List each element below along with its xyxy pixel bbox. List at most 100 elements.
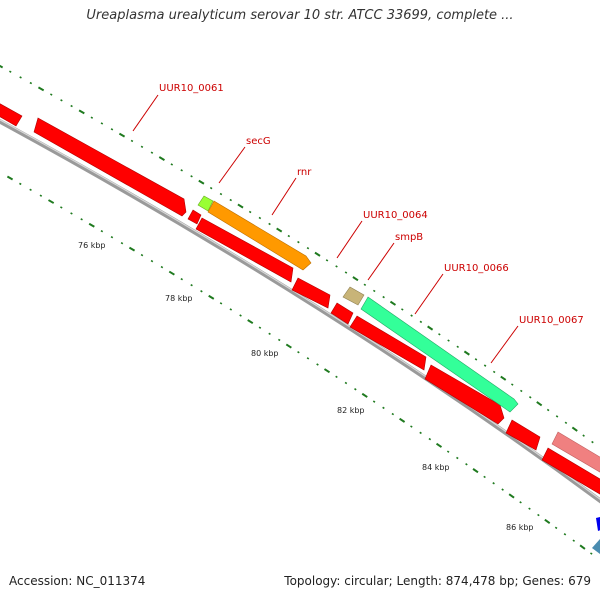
- tick-mark: [555, 415, 559, 418]
- tick-mark: [447, 339, 450, 342]
- tick-mark: [510, 383, 514, 386]
- tick-mark: [70, 212, 73, 215]
- tick-mark: [9, 70, 12, 73]
- tick-mark: [150, 151, 154, 154]
- gene-label[interactable]: UUR10_0066: [444, 263, 509, 274]
- tick-mark: [399, 417, 406, 423]
- sequence-backbone: [0, 118, 600, 504]
- tick-mark: [465, 463, 468, 466]
- tick-mark: [352, 276, 359, 282]
- tick-mark: [564, 421, 568, 425]
- lower-strand-genes: [0, 101, 600, 500]
- tick-mark: [544, 518, 551, 525]
- tick-mark: [323, 368, 331, 374]
- tick-mark: [47, 199, 55, 204]
- tick-mark: [239, 314, 242, 317]
- tick-mark: [37, 86, 45, 92]
- inner-tick-marks: [6, 175, 593, 555]
- tick-mark: [180, 277, 183, 281]
- tick-mark: [110, 235, 114, 239]
- gene-arrow-smpB[interactable]: [342, 286, 365, 306]
- tick-mark: [344, 381, 348, 385]
- tick-mark: [314, 251, 321, 257]
- gene-arrow[interactable]: [424, 364, 505, 425]
- scale-label: 80 kbp: [251, 349, 279, 358]
- tick-mark: [78, 109, 85, 115]
- upper-strand-genes: [197, 195, 600, 478]
- tick-mark: [248, 210, 252, 214]
- teal-feature[interactable]: [592, 539, 600, 554]
- tick-mark: [200, 290, 203, 293]
- genome-summary-text: Topology: circular; Length: 874,478 bp; …: [284, 574, 591, 588]
- tick-mark: [401, 308, 404, 311]
- gene-arrow-secG[interactable]: [197, 195, 214, 212]
- tick-mark: [120, 241, 124, 245]
- gene-label[interactable]: smpB: [395, 232, 423, 243]
- gene-arrow[interactable]: [187, 209, 202, 225]
- gene-label[interactable]: rnr: [297, 167, 312, 178]
- tick-mark: [297, 350, 300, 354]
- tick-mark: [410, 425, 413, 428]
- tick-mark: [237, 203, 244, 209]
- tick-mark: [268, 222, 271, 226]
- blue-feature[interactable]: [596, 516, 600, 531]
- gene-label[interactable]: UUR10_0064: [363, 210, 428, 221]
- tick-mark: [19, 76, 22, 79]
- tick-mark: [554, 526, 558, 530]
- tick-mark: [363, 283, 367, 287]
- tick-mark: [100, 122, 104, 125]
- gene-label[interactable]: secG: [246, 136, 271, 147]
- tick-mark: [285, 343, 292, 349]
- label-leaders: [132, 94, 519, 364]
- tick-mark: [382, 406, 385, 410]
- gene-arrow-UUR10_0067[interactable]: [551, 431, 600, 478]
- tick-mark: [492, 370, 496, 374]
- map-title: Ureaplasma urealyticum serovar 10 str. A…: [86, 8, 514, 23]
- tick-mark: [519, 501, 522, 504]
- gene-arrow[interactable]: [349, 315, 427, 371]
- tick-mark: [229, 198, 233, 202]
- tick-mark: [382, 295, 385, 299]
- tick-mark: [591, 440, 594, 444]
- gene-label[interactable]: UUR10_0061: [159, 83, 224, 94]
- tick-mark: [158, 156, 165, 161]
- gene-arrow[interactable]: [505, 419, 541, 451]
- tick-mark: [456, 456, 459, 460]
- tick-mark: [118, 132, 126, 138]
- gene-arrow-UUR10_0066[interactable]: [360, 296, 519, 413]
- gene-labels: UUR10_0061 secG rnr UUR10_0064 smpB UUR1…: [159, 83, 584, 326]
- tick-mark: [90, 116, 94, 119]
- tick-mark: [361, 392, 368, 398]
- tick-mark: [0, 64, 4, 69]
- gene-arrow[interactable]: [541, 447, 600, 500]
- tick-mark: [389, 300, 397, 306]
- gene-arrow-rnr[interactable]: [207, 200, 312, 271]
- tick-mark: [492, 482, 495, 485]
- tick-mark: [537, 513, 540, 517]
- tick-mark: [247, 319, 254, 325]
- tick-mark: [229, 308, 233, 311]
- tick-mark: [419, 431, 422, 435]
- tick-mark: [29, 81, 33, 85]
- tick-mark: [170, 163, 174, 166]
- tick-mark: [168, 270, 175, 276]
- tick-mark: [219, 192, 223, 196]
- gene-arrow[interactable]: [0, 101, 23, 127]
- tick-mark: [446, 450, 450, 453]
- tick-mark: [501, 488, 504, 491]
- gene-arrow[interactable]: [195, 217, 294, 283]
- tick-mark: [110, 128, 114, 131]
- gene-arrow[interactable]: [330, 302, 354, 325]
- tick-mark: [297, 240, 300, 244]
- tick-mark: [508, 493, 515, 499]
- tick-mark: [428, 437, 432, 441]
- scale-label: 76 kbp: [78, 241, 106, 250]
- tick-mark: [19, 182, 22, 186]
- tick-mark: [60, 206, 63, 209]
- gene-label[interactable]: UUR10_0067: [519, 315, 584, 326]
- gene-arrow[interactable]: [33, 117, 187, 217]
- gene-arrow[interactable]: [291, 277, 331, 309]
- tick-mark: [438, 333, 441, 336]
- scale-label: 84 kbp: [422, 463, 450, 472]
